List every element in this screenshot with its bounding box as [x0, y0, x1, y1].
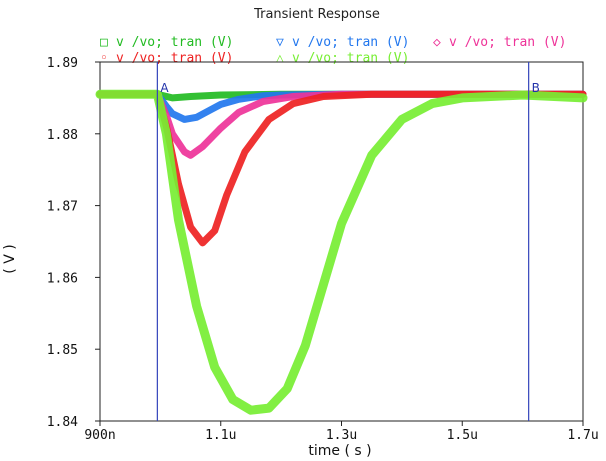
legend-symbol: ▽ — [276, 35, 284, 50]
legend: □ v /vo; tran (V) ▽ v /vo; tran (V) ◇ v /vo; … — [100, 35, 566, 66]
x-tick-label: 1.5u — [447, 428, 478, 443]
x-tick-label: 1.3u — [326, 428, 357, 443]
y-tick-label: 1.84 — [47, 415, 78, 430]
chart-title: Transient Response — [253, 7, 380, 22]
x-axis-label: time ( s ) — [308, 443, 371, 459]
legend-symbol: △ — [276, 51, 284, 66]
legend-item: □ v /vo; tran (V) — [100, 35, 233, 50]
x-tick-label: 1.1u — [205, 428, 236, 443]
y-tick-label: 1.88 — [47, 128, 78, 143]
series-trace — [95, 89, 588, 415]
y-tick-label: 1.87 — [47, 200, 78, 215]
legend-symbol: □ — [100, 35, 108, 50]
ticks: 900n 1.1u 1.3u 1.5u 1.7u 1.84 1.85 1.86 1.87 1.88… — [47, 56, 599, 443]
legend-label: v /vo; tran (V) — [116, 35, 233, 50]
y-axis-label-group: ( V ) — [2, 244, 18, 273]
legend-label: v /vo; tran (V) — [292, 51, 409, 66]
y-tick-label: 1.86 — [47, 271, 78, 286]
traces — [95, 89, 588, 415]
legend-label: v /vo; tran (V) — [449, 35, 566, 50]
legend-item: ▽ v /vo; tran (V) — [276, 35, 409, 50]
legend-label: v /vo; tran (V) — [116, 51, 233, 66]
legend-item: ◦ v /vo; tran (V) — [100, 51, 233, 66]
marker-cursor-label: B — [532, 81, 540, 95]
legend-symbol: ◇ — [433, 35, 441, 50]
legend-item: ◇ v /vo; tran (V) — [433, 35, 566, 50]
marker-cursor-label: A — [160, 81, 169, 95]
x-tick-label: 1.7u — [567, 428, 598, 443]
legend-symbol: ◦ — [100, 51, 108, 66]
y-axis-label: ( V ) — [2, 244, 18, 273]
plot-area: 900n 1.1u 1.3u 1.5u 1.7u 1.84 1.85 1.86 1.87 1.88… — [47, 56, 599, 443]
y-tick-label: 1.85 — [47, 343, 78, 358]
x-tick-label: 900n — [84, 428, 115, 443]
legend-label: v /vo; tran (V) — [292, 35, 409, 50]
legend-item: △ v /vo; tran (V) — [276, 51, 409, 66]
y-tick-label: 1.89 — [47, 56, 78, 71]
